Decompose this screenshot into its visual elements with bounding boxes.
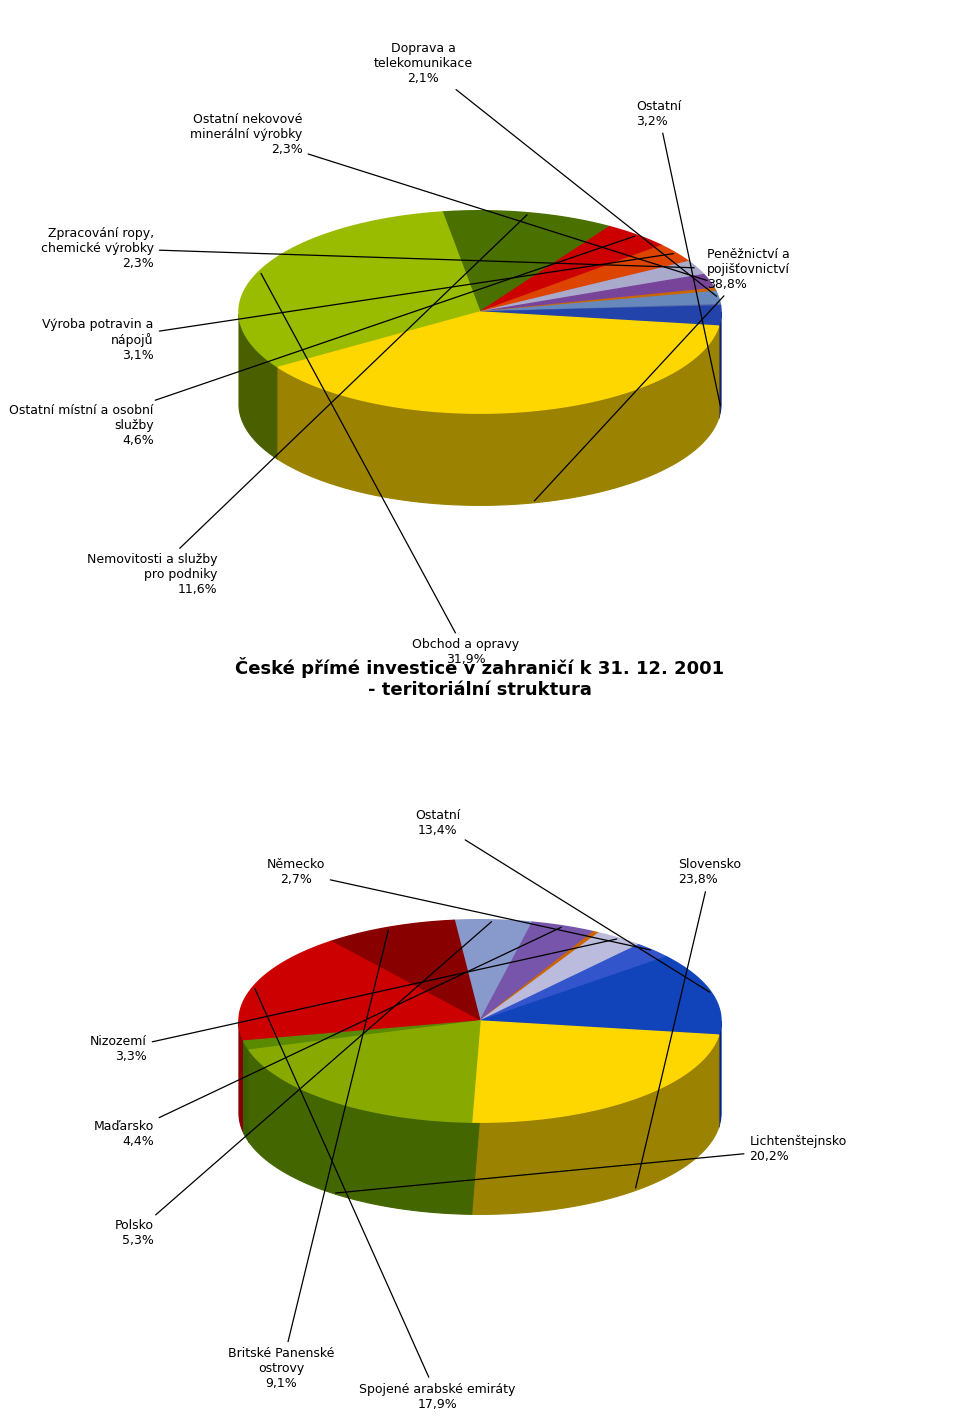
Polygon shape	[454, 920, 533, 1021]
Polygon shape	[471, 1021, 719, 1122]
Polygon shape	[471, 1021, 480, 1214]
Polygon shape	[244, 1021, 480, 1133]
Polygon shape	[278, 312, 480, 459]
Polygon shape	[480, 944, 666, 1021]
Polygon shape	[331, 920, 480, 1021]
Polygon shape	[719, 1021, 721, 1127]
Text: Lichtenštejnsko
20,2%: Lichtenštejnsko 20,2%	[336, 1134, 847, 1193]
Polygon shape	[239, 1021, 244, 1133]
Polygon shape	[278, 312, 480, 459]
Polygon shape	[471, 1021, 480, 1214]
Polygon shape	[249, 1021, 480, 1143]
Polygon shape	[480, 305, 721, 312]
Polygon shape	[480, 312, 719, 418]
Polygon shape	[480, 922, 593, 1021]
Polygon shape	[480, 1021, 719, 1127]
Polygon shape	[244, 1021, 480, 1133]
Polygon shape	[480, 261, 704, 312]
Polygon shape	[480, 933, 638, 1021]
Text: Německo
2,7%: Německo 2,7%	[267, 858, 651, 950]
Text: Spojené arabské emiráty
17,9%: Spojené arabské emiráty 17,9%	[254, 988, 516, 1411]
Polygon shape	[480, 288, 716, 312]
Text: Výroba potravin a
nápojů
3,1%: Výroba potravin a nápojů 3,1%	[42, 254, 674, 363]
Polygon shape	[249, 1051, 471, 1214]
Polygon shape	[278, 326, 719, 505]
Polygon shape	[244, 1021, 480, 1051]
Polygon shape	[480, 932, 599, 1021]
Polygon shape	[278, 312, 719, 413]
Text: Slovensko
23,8%: Slovensko 23,8%	[636, 858, 741, 1188]
Text: Zpracování ropy,
chemické výrobky
2,3%: Zpracování ropy, chemické výrobky 2,3%	[41, 227, 694, 269]
Text: Nemovitosti a služby
pro podniky
11,6%: Nemovitosti a služby pro podniky 11,6%	[87, 214, 527, 596]
Text: Maďarsko
4,4%: Maďarsko 4,4%	[94, 927, 562, 1149]
Polygon shape	[471, 1035, 719, 1214]
Polygon shape	[239, 942, 480, 1041]
Polygon shape	[480, 312, 719, 418]
Polygon shape	[480, 957, 721, 1035]
Polygon shape	[239, 315, 278, 459]
Text: Doprava a
telekomunikace
2,1%: Doprava a telekomunikace 2,1%	[373, 43, 716, 296]
Text: Ostatní
3,2%: Ostatní 3,2%	[636, 99, 720, 406]
Polygon shape	[480, 292, 720, 312]
Polygon shape	[249, 1021, 480, 1143]
Polygon shape	[480, 227, 661, 312]
Text: Polsko
5,3%: Polsko 5,3%	[115, 922, 492, 1248]
Title: České přímé investice v zahraničí k 31. 12. 2001
- teritoriální struktura: České přímé investice v zahraničí k 31. …	[235, 658, 725, 699]
Polygon shape	[480, 275, 714, 312]
Polygon shape	[480, 245, 689, 312]
Text: Ostatní
13,4%: Ostatní 13,4%	[415, 808, 709, 993]
Polygon shape	[480, 306, 721, 326]
Polygon shape	[719, 312, 721, 418]
Polygon shape	[443, 211, 610, 312]
Text: Obchod a opravy
31,9%: Obchod a opravy 31,9%	[261, 274, 519, 666]
Text: Peněžnictví a
pojišťovnictví
38,8%: Peněžnictví a pojišťovnictví 38,8%	[535, 248, 790, 501]
Text: Ostatní místní a osobní
služby
4,6%: Ostatní místní a osobní služby 4,6%	[10, 237, 635, 447]
Text: Britské Panenské
ostrovy
9,1%: Britské Panenské ostrovy 9,1%	[228, 930, 389, 1390]
Polygon shape	[249, 1021, 480, 1122]
Polygon shape	[244, 1041, 249, 1143]
Text: Ostatní nekovové
minerální výrobky
2,3%: Ostatní nekovové minerální výrobky 2,3%	[190, 113, 708, 281]
Polygon shape	[480, 1021, 719, 1127]
Polygon shape	[239, 211, 480, 367]
Text: Nizozemí
3,3%: Nizozemí 3,3%	[90, 939, 616, 1064]
